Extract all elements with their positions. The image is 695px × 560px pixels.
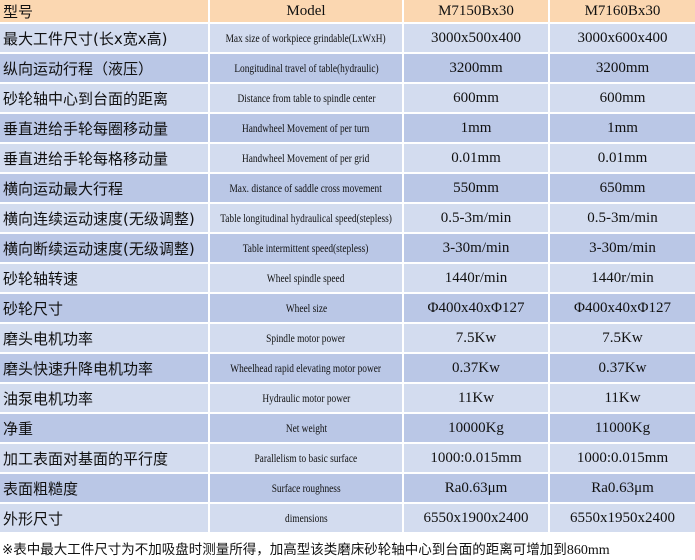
- spec-table: 型号 Model M7150Bx30 M7160Bx30 最大工件尺寸(长x宽x…: [0, 0, 695, 532]
- footnote: ※表中最大工件尺寸为不加吸盘时测量所得，加高型该类磨床砂轮轴中心到台面的距离可增…: [2, 542, 610, 558]
- value-m7150: 10000Kg: [404, 414, 548, 442]
- spec-name-en: Table intermittent speed(stepless): [210, 234, 402, 262]
- spec-name-en: Handwheel Movement of per grid: [210, 144, 402, 172]
- value-m7160: 3-30m/min: [550, 234, 695, 262]
- value-m7160: 0.5-3m/min: [550, 204, 695, 232]
- spec-name-en: Parallelism to basic surface: [210, 444, 402, 472]
- table-row: 磨头快速升降电机功率 Wheelhead rapid elevating moto…: [0, 354, 695, 382]
- value-m7150: 550mm: [404, 174, 548, 202]
- table-row: 加工表面对基面的平行度 Parallelism to basic surface 1…: [0, 444, 695, 472]
- header-model-en: Model: [210, 0, 402, 22]
- spec-name-en: Wheel size: [210, 294, 402, 322]
- spec-name-cn: 最大工件尺寸(长x宽x高): [0, 24, 208, 52]
- spec-name-cn: 砂轮轴中心到台面的距离: [0, 84, 208, 112]
- spec-name-cn: 横向连续运动速度(无级调整): [0, 204, 208, 232]
- value-m7160: 6550x1950x2400: [550, 504, 695, 532]
- value-m7160: 7.5Kw: [550, 324, 695, 352]
- table-header: 型号 Model M7150Bx30 M7160Bx30: [0, 0, 695, 22]
- value-m7160: 3200mm: [550, 54, 695, 82]
- value-m7160: 1000:0.015mm: [550, 444, 695, 472]
- table-row: 横向连续运动速度(无级调整) Table longitudinal hydraul…: [0, 204, 695, 232]
- value-m7160: Φ400x40xΦ127: [550, 294, 695, 322]
- value-m7150: 7.5Kw: [404, 324, 548, 352]
- spec-name-cn: 垂直进给手轮每圈移动量: [0, 114, 208, 142]
- value-m7160: 1440r/min: [550, 264, 695, 292]
- spec-name-cn: 净重: [0, 414, 208, 442]
- table-row: 垂直进给手轮每圈移动量 Handwheel Movement of per tur…: [0, 114, 695, 142]
- value-m7150: 0.01mm: [404, 144, 548, 172]
- spec-name-cn: 横向断续运动速度(无级调整): [0, 234, 208, 262]
- value-m7150: 11Kw: [404, 384, 548, 412]
- value-m7150: 1440r/min: [404, 264, 548, 292]
- spec-name-cn: 加工表面对基面的平行度: [0, 444, 208, 472]
- table-row: 表面粗糙度 Surface roughness Ra0.63μm Ra0.63μm: [0, 474, 695, 502]
- value-m7150: Φ400x40xΦ127: [404, 294, 548, 322]
- value-m7160: 0.01mm: [550, 144, 695, 172]
- spec-name-en: Distance from table to spindle center: [210, 84, 402, 112]
- value-m7160: 0.37Kw: [550, 354, 695, 382]
- spec-name-cn: 纵向运动行程（液压）: [0, 54, 208, 82]
- spec-name-en: dimensions: [210, 504, 402, 532]
- spec-name-en: Max. distance of saddle cross movement: [210, 174, 402, 202]
- header-model-cn: 型号: [0, 0, 208, 22]
- value-m7150: 0.37Kw: [404, 354, 548, 382]
- value-m7150: Ra0.63μm: [404, 474, 548, 502]
- value-m7160: 3000x600x400: [550, 24, 695, 52]
- header-m7160: M7160Bx30: [550, 0, 695, 22]
- table-row: 纵向运动行程（液压） Longitudinal travel of table(h…: [0, 54, 695, 82]
- value-m7150: 0.5-3m/min: [404, 204, 548, 232]
- spec-name-cn: 磨头快速升降电机功率: [0, 354, 208, 382]
- value-m7150: 3200mm: [404, 54, 548, 82]
- table-row: 油泵电机功率 Hydraulic motor power 11Kw 11Kw: [0, 384, 695, 412]
- spec-name-en: Table longitudinal hydraulical speed(ste…: [210, 204, 402, 232]
- spec-name-cn: 磨头电机功率: [0, 324, 208, 352]
- value-m7160: 1mm: [550, 114, 695, 142]
- value-m7160: 600mm: [550, 84, 695, 112]
- value-m7150: 3-30m/min: [404, 234, 548, 262]
- table-row: 横向运动最大行程 Max. distance of saddle cross mo…: [0, 174, 695, 202]
- table-row: 净重 Net weight 10000Kg 11000Kg: [0, 414, 695, 442]
- value-m7150: 600mm: [404, 84, 548, 112]
- spec-name-en: Spindle motor power: [210, 324, 402, 352]
- spec-name-en: Max size of workpiece grindable(LxWxH): [210, 24, 402, 52]
- spec-name-en: Handwheel Movement of per turn: [210, 114, 402, 142]
- spec-name-en: Wheelhead rapid elevating motor power: [210, 354, 402, 382]
- table-row: 横向断续运动速度(无级调整) Table intermittent speed(s…: [0, 234, 695, 262]
- value-m7150: 6550x1900x2400: [404, 504, 548, 532]
- table-row: 砂轮轴中心到台面的距离 Distance from table to spindl…: [0, 84, 695, 112]
- spec-name-cn: 砂轮尺寸: [0, 294, 208, 322]
- value-m7150: 1mm: [404, 114, 548, 142]
- table-row: 砂轮轴转速 Wheel spindle speed 1440r/min 1440r/m…: [0, 264, 695, 292]
- spec-name-cn: 外形尺寸: [0, 504, 208, 532]
- value-m7150: 3000x500x400: [404, 24, 548, 52]
- value-m7160: 11000Kg: [550, 414, 695, 442]
- spec-name-cn: 油泵电机功率: [0, 384, 208, 412]
- spec-name-en: Surface roughness: [210, 474, 402, 502]
- value-m7150: 1000:0.015mm: [404, 444, 548, 472]
- spec-name-en: Net weight: [210, 414, 402, 442]
- value-m7160: 11Kw: [550, 384, 695, 412]
- spec-name-cn: 砂轮轴转速: [0, 264, 208, 292]
- header-m7150: M7150Bx30: [404, 0, 548, 22]
- table-row: 最大工件尺寸(长x宽x高) Max size of workpiece grind…: [0, 24, 695, 52]
- value-m7160: Ra0.63μm: [550, 474, 695, 502]
- spec-name-cn: 横向运动最大行程: [0, 174, 208, 202]
- table-row: 砂轮尺寸 Wheel size Φ400x40xΦ127 Φ400x40xΦ127: [0, 294, 695, 322]
- table-row: 垂直进给手轮每格移动量 Handwheel Movement of per gri…: [0, 144, 695, 172]
- spec-name-cn: 表面粗糙度: [0, 474, 208, 502]
- value-m7160: 650mm: [550, 174, 695, 202]
- table-row: 磨头电机功率 Spindle motor power 7.5Kw 7.5Kw: [0, 324, 695, 352]
- spec-name-cn: 垂直进给手轮每格移动量: [0, 144, 208, 172]
- table-row: 外形尺寸 dimensions 6550x1900x2400 6550x1950x24…: [0, 504, 695, 532]
- spec-name-en: Longitudinal travel of table(hydraulic): [210, 54, 402, 82]
- spec-name-en: Wheel spindle speed: [210, 264, 402, 292]
- spec-name-en: Hydraulic motor power: [210, 384, 402, 412]
